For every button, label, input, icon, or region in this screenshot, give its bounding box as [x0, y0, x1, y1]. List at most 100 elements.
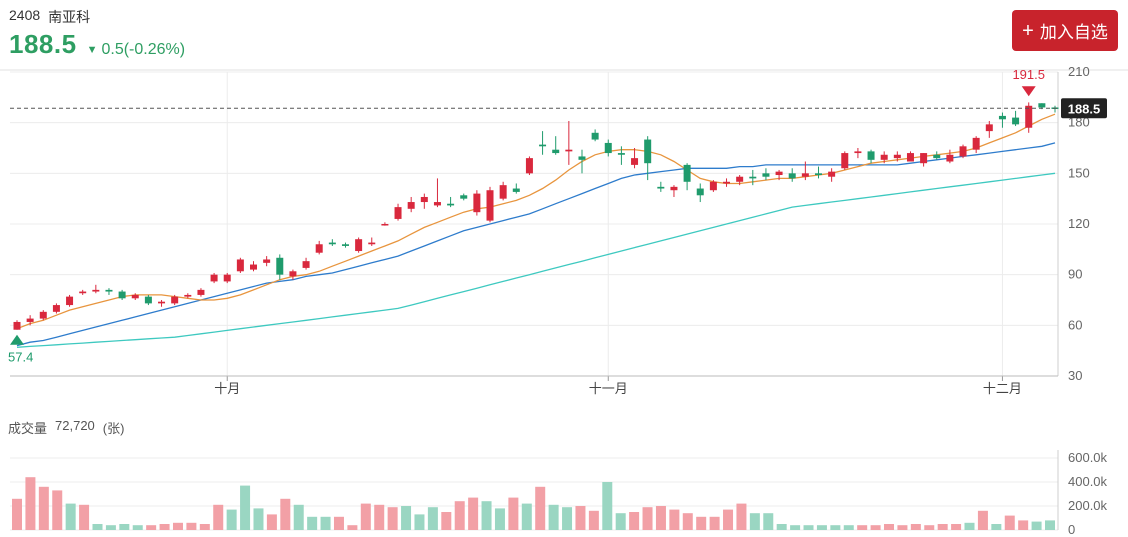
volume-bar	[468, 497, 479, 530]
volume-bar	[562, 507, 573, 530]
volume-bar	[52, 490, 63, 530]
volume-bar	[602, 482, 613, 530]
candle-body	[302, 261, 310, 268]
y-tick-label: 150	[1068, 165, 1090, 180]
volume-bar	[615, 513, 626, 530]
candle-body	[762, 173, 770, 177]
candle-body	[565, 149, 573, 152]
candle-body	[683, 164, 691, 182]
candle-body	[486, 190, 494, 221]
candle-body	[893, 154, 901, 159]
candle-body	[1038, 103, 1046, 108]
volume-bar	[682, 513, 693, 530]
add-to-watchlist-button[interactable]: + 加入自选	[1012, 10, 1118, 51]
volume-bar	[736, 503, 747, 530]
candle-body	[920, 153, 928, 164]
y-tick-label: 60	[1068, 317, 1082, 332]
candle-body	[276, 257, 284, 275]
candle-body	[105, 289, 113, 292]
volume-bar	[991, 524, 1002, 530]
volume-bar	[924, 525, 935, 530]
volume-bar	[307, 516, 318, 530]
candle-body	[197, 289, 205, 295]
volume-bar	[119, 524, 130, 530]
volume-label: 成交量	[8, 421, 48, 436]
volume-bar	[414, 514, 425, 530]
candle-body	[539, 144, 547, 147]
candle-body	[906, 153, 914, 162]
plus-icon: +	[1022, 19, 1034, 42]
candle-body	[828, 171, 836, 177]
volume-bar	[1004, 515, 1015, 530]
ma-short-line	[16, 113, 1056, 330]
volume-bar	[293, 504, 304, 530]
volume-bar	[360, 503, 371, 530]
volume-bar	[508, 497, 519, 530]
stock-title: 2408 南亚科	[9, 7, 90, 27]
volume-bar	[427, 507, 438, 530]
y-tick-label: 120	[1068, 216, 1090, 231]
x-tick-label: 十一月	[589, 381, 628, 396]
volume-bar	[320, 516, 331, 530]
candle-body	[736, 176, 744, 182]
volume-bar	[548, 504, 559, 530]
candle-body	[591, 132, 599, 140]
candle-body	[709, 181, 717, 191]
volume-bar	[25, 477, 36, 530]
volume-bar	[280, 498, 291, 530]
volume-bar	[669, 509, 680, 530]
volume-bar	[521, 503, 532, 530]
candle-body	[433, 202, 441, 206]
volume-bar	[884, 524, 895, 530]
candle-body	[66, 296, 74, 306]
current-price-tag-label: 188.5	[1068, 101, 1101, 116]
volume-bar	[132, 525, 143, 530]
y-tick-label: 210	[1068, 64, 1090, 79]
volume-bar	[870, 525, 881, 530]
candle-body	[552, 149, 560, 154]
volume-bar	[226, 509, 237, 530]
candle-body	[814, 173, 822, 176]
candle-body	[341, 244, 349, 246]
candle-body	[92, 289, 100, 292]
volume-bar	[951, 524, 962, 530]
volume-bar	[776, 524, 787, 530]
candle-body	[578, 156, 586, 160]
candle-body	[131, 294, 139, 299]
volume-bar	[830, 525, 841, 530]
candle-body	[657, 186, 665, 189]
candle-body	[289, 271, 297, 277]
candle-body	[420, 196, 428, 203]
volume-bar	[65, 503, 76, 530]
volume-bar	[481, 501, 492, 530]
candle-body	[841, 153, 849, 169]
volume-bar	[843, 525, 854, 530]
volume-bar	[897, 525, 908, 530]
volume-bar	[763, 513, 774, 530]
current-price: 188.5	[9, 29, 77, 59]
volume-bar	[266, 514, 277, 530]
candle-body	[171, 296, 179, 304]
candle-body	[998, 115, 1006, 120]
candle-body	[368, 242, 376, 245]
volume-bar	[333, 516, 344, 530]
volume-bar	[1018, 520, 1029, 530]
candle-body	[210, 274, 218, 282]
current-price-tag	[1061, 98, 1107, 119]
candle-body	[26, 318, 34, 322]
volume-bar	[535, 486, 546, 530]
low-price-label: 57.4	[8, 350, 33, 365]
candle-body	[854, 151, 862, 154]
candle-body	[959, 146, 967, 157]
low-marker-icon	[10, 334, 24, 345]
volume-bar	[575, 506, 586, 530]
volume-bar	[105, 525, 116, 530]
volume-bar	[655, 506, 666, 530]
volume-y-tick-label: 600.0k	[1068, 450, 1108, 465]
volume-value: 72,720	[55, 418, 95, 433]
ma-long-line	[16, 172, 1056, 348]
volume-bar	[172, 522, 183, 530]
y-tick-label: 90	[1068, 267, 1082, 282]
candle-body	[933, 154, 941, 159]
add-to-watchlist-label: 加入自选	[1039, 23, 1108, 42]
